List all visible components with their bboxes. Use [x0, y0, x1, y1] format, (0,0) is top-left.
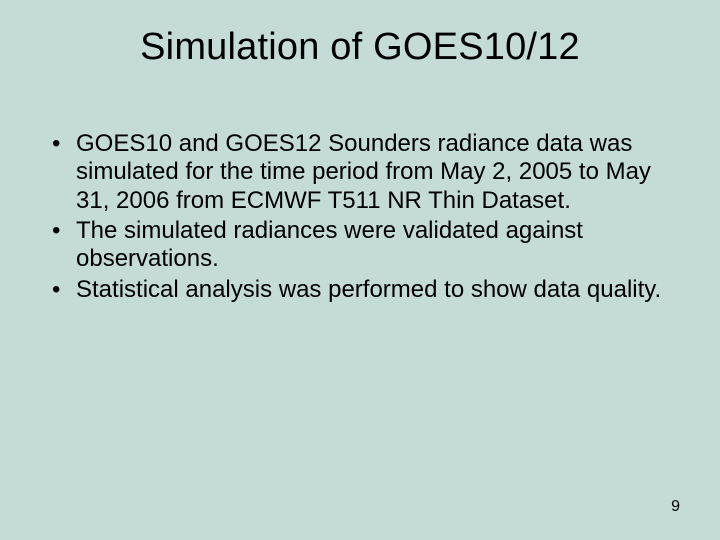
page-number: 9	[671, 498, 680, 516]
list-item: GOES10 and GOES12 Sounders radiance data…	[48, 130, 672, 215]
slide: Simulation of GOES10/12 GOES10 and GOES1…	[0, 0, 720, 540]
list-item: Statistical analysis was performed to sh…	[48, 276, 672, 304]
bullet-list: GOES10 and GOES12 Sounders radiance data…	[48, 130, 672, 304]
slide-body: GOES10 and GOES12 Sounders radiance data…	[48, 130, 672, 306]
slide-title: Simulation of GOES10/12	[0, 26, 720, 69]
list-item: The simulated radiances were validated a…	[48, 217, 672, 274]
